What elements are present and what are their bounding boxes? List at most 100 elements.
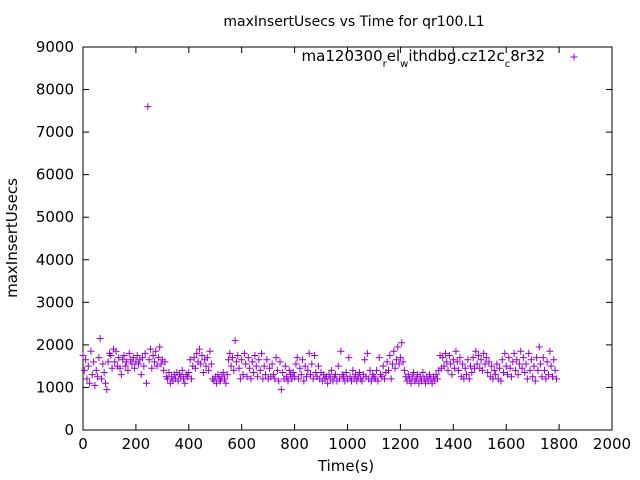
data-point <box>407 379 415 387</box>
data-point <box>129 354 137 362</box>
data-point <box>98 375 106 383</box>
legend-marker-plus <box>570 53 578 61</box>
data-point <box>303 373 311 381</box>
data-point <box>82 356 90 364</box>
data-point <box>334 362 342 370</box>
data-point <box>398 339 406 347</box>
data-point <box>481 360 489 368</box>
data-point <box>534 366 542 374</box>
x-tick-label: 2000 <box>593 435 631 453</box>
data-point <box>484 369 492 377</box>
data-point <box>439 354 447 362</box>
data-point <box>539 354 547 362</box>
data-point <box>238 356 246 364</box>
data-point <box>128 360 136 368</box>
data-point <box>198 352 206 360</box>
data-point <box>145 356 153 364</box>
legend-label-subscript: c <box>505 59 511 70</box>
data-point <box>410 369 418 377</box>
data-point <box>254 373 262 381</box>
data-point <box>395 360 403 368</box>
data-point <box>546 347 554 355</box>
data-point <box>101 379 109 387</box>
data-point <box>412 375 420 383</box>
x-tick-label: 200 <box>122 435 151 453</box>
y-axis: 0 1000 2000 3000 4000 5000 6000 7000 8000 9000 <box>36 38 612 439</box>
data-point <box>480 349 488 357</box>
data-point <box>207 360 215 368</box>
data-point <box>87 347 95 355</box>
data-point <box>92 366 100 374</box>
x-tick-label: 800 <box>280 435 309 453</box>
data-point <box>190 354 198 362</box>
data-point <box>531 377 539 385</box>
data-point <box>152 347 160 355</box>
data-point <box>297 371 305 379</box>
x-tick-label: 1800 <box>540 435 578 453</box>
data-point <box>156 343 164 351</box>
data-point <box>165 369 173 377</box>
y-tick-label: 8000 <box>36 81 74 99</box>
data-point <box>432 371 440 379</box>
data-point <box>384 366 392 374</box>
data-point <box>283 373 291 381</box>
data-point <box>277 386 285 394</box>
data-point <box>94 373 102 381</box>
data-point <box>305 349 313 357</box>
data-point <box>96 335 104 343</box>
data-point <box>148 364 156 372</box>
data-point <box>197 360 205 368</box>
data-point <box>399 358 407 366</box>
data-point <box>219 369 227 377</box>
data-point <box>104 358 112 366</box>
data-point <box>416 373 424 381</box>
legend-label-segment: ma120300 <box>302 47 383 65</box>
data-point <box>228 354 236 362</box>
data-point <box>358 377 366 385</box>
data-point <box>511 366 519 374</box>
data-point <box>502 362 510 370</box>
x-tick-label: 1400 <box>434 435 472 453</box>
data-point <box>324 379 332 387</box>
data-point <box>349 366 357 374</box>
y-tick-label: 5000 <box>36 208 74 226</box>
legend-label-subscript: w <box>400 59 408 70</box>
data-point <box>543 358 551 366</box>
data-point <box>306 371 314 379</box>
data-point <box>247 375 255 383</box>
data-point <box>268 360 276 368</box>
data-point <box>547 362 555 370</box>
data-point <box>525 349 533 357</box>
data-point <box>443 358 451 366</box>
data-point <box>425 371 433 379</box>
data-point <box>433 375 441 383</box>
data-point <box>472 347 480 355</box>
data-point <box>374 377 382 385</box>
data-point <box>404 371 412 379</box>
data-point <box>265 364 273 372</box>
data-point <box>121 362 129 370</box>
data-point <box>478 366 486 374</box>
data-point <box>289 369 297 377</box>
data-point <box>185 369 193 377</box>
data-point <box>108 364 116 372</box>
data-point <box>363 349 371 357</box>
data-point <box>504 371 512 379</box>
data-point <box>522 360 530 368</box>
data-point <box>500 369 508 377</box>
data-point <box>234 352 242 360</box>
data-point <box>221 375 229 383</box>
data-point <box>107 352 115 360</box>
data-point <box>285 366 293 374</box>
x-axis: 0 200 400 600 800 1000 1200 1400 1600 1800 2000 <box>78 47 631 453</box>
data-point <box>535 343 543 351</box>
data-point <box>538 373 546 381</box>
data-point <box>133 352 141 360</box>
y-tick-label: 4000 <box>36 251 74 269</box>
data-point <box>103 386 111 394</box>
data-point <box>379 362 387 370</box>
data-point <box>337 347 345 355</box>
legend-marker <box>570 53 578 61</box>
data-point <box>345 354 353 362</box>
data-point <box>116 364 124 372</box>
